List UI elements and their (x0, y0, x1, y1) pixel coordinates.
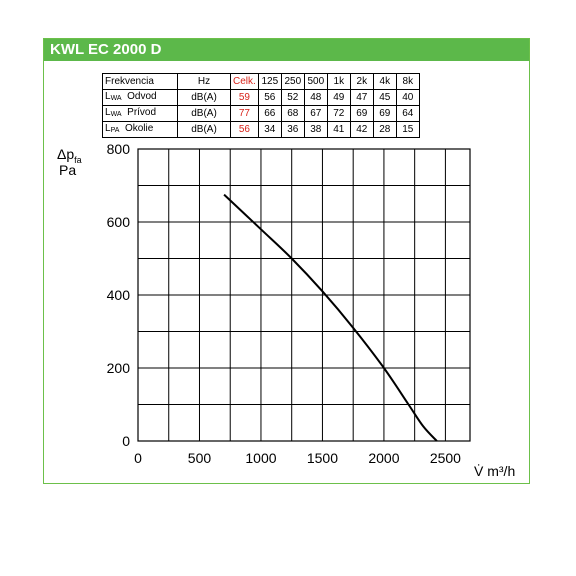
y-axis-unit: Pa (59, 162, 76, 178)
row-label: LWA Prívod (102, 105, 178, 122)
value-cell: 41 (326, 121, 351, 138)
unit-cell: dB(A) (177, 121, 231, 138)
chart-title: KWL EC 2000 D (44, 39, 529, 61)
value-cell: 28 (372, 121, 397, 138)
x-tick-label: 2500 (430, 450, 461, 466)
y-axis-label: Δpfa (57, 146, 82, 165)
x-tick-label: 1000 (245, 450, 276, 466)
y-tick-label: 200 (107, 360, 131, 376)
x-axis-label: V̇ m³/h (474, 463, 515, 479)
value-cell: 15 (395, 121, 420, 138)
noise-table-header-row: Frekvencia Hz Celk. 125 250 500 1k 2k 4k… (102, 73, 420, 90)
y-tick-label: 800 (107, 141, 131, 157)
y-tick-label: 400 (107, 287, 131, 303)
x-tick-label: 500 (188, 450, 212, 466)
x-tick-label: 1500 (307, 450, 338, 466)
header-cell: 8k (395, 73, 420, 90)
value-cell: 42 (349, 121, 374, 138)
y-tick-label: 0 (122, 433, 130, 449)
y-tick-label: 600 (107, 214, 131, 230)
x-tick-label: 0 (134, 450, 142, 466)
noise-table-row: LWA Odvod dB(A) 59 56 52 48 49 47 45 40 (102, 89, 420, 106)
noise-table: Frekvencia Hz Celk. 125 250 500 1k 2k 4k… (102, 73, 420, 138)
x-tick-label: 2000 (368, 450, 399, 466)
plot-area-frame (137, 148, 471, 442)
noise-table-row: LPA Okolie dB(A) 56 34 36 38 41 42 28 15 (102, 121, 420, 138)
chart-panel: KWL EC 2000 D Frekvencia Hz Celk. 125 25… (43, 38, 530, 484)
fan-curve-line (223, 193, 438, 442)
